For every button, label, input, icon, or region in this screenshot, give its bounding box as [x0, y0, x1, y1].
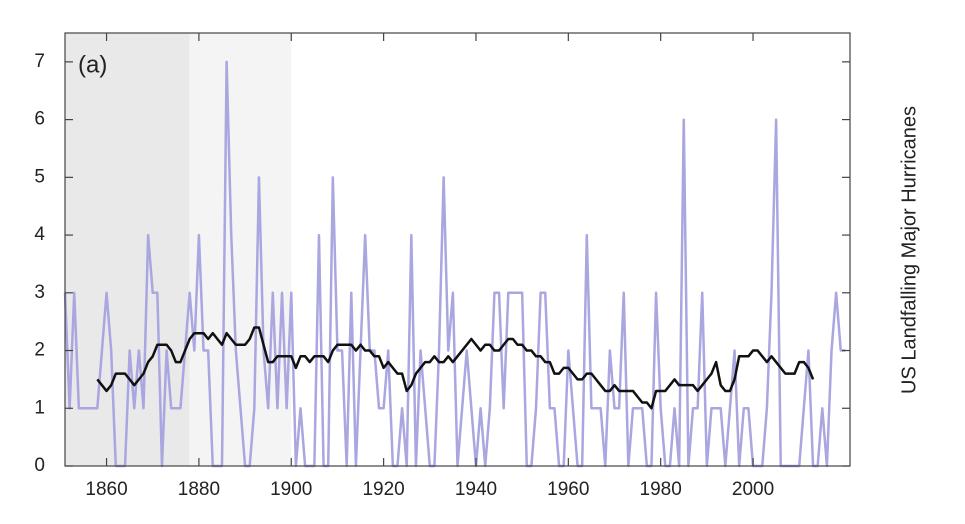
x-tick-label: 2000	[732, 479, 774, 500]
x-tick-label: 1940	[455, 479, 497, 500]
panel-label: (a)	[78, 51, 107, 78]
y-tick-label: 0	[34, 455, 45, 476]
series-line	[96, 326, 815, 410]
y-tick-label: 5	[34, 166, 45, 187]
x-tick-label: 1860	[85, 479, 127, 500]
y-tick-label: 6	[34, 109, 45, 130]
y-tick-label: 1	[34, 397, 45, 418]
y-tick-label: 2	[34, 340, 45, 361]
y-tick-label: 3	[34, 282, 45, 303]
plot-frame	[64, 32, 851, 467]
x-tick-label: 1900	[270, 479, 312, 500]
x-tick-label: 1980	[640, 479, 682, 500]
x-tick-label: 1960	[547, 479, 589, 500]
lines-layer	[63, 60, 846, 468]
series-line	[63, 60, 846, 468]
shading-layer	[65, 33, 292, 466]
y-tick-label: 7	[34, 51, 45, 72]
x-tick-label: 1880	[178, 479, 220, 500]
x-tick-label: 1920	[362, 479, 404, 500]
y-axis-label: US Landfalling Major Hurricanes	[898, 106, 920, 394]
y-tick-label: 4	[34, 224, 45, 245]
